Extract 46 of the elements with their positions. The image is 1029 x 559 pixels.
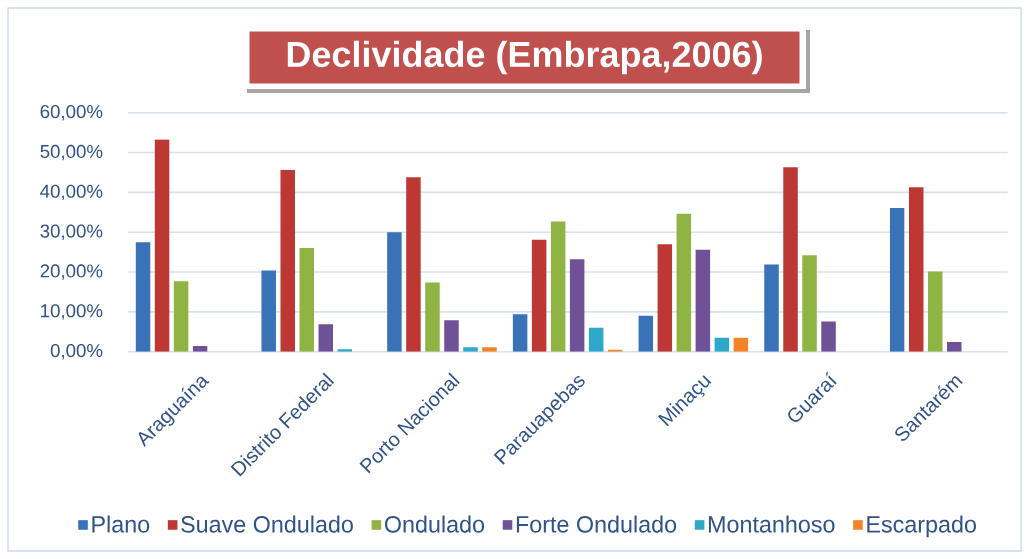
- bar: [733, 337, 749, 352]
- bar: [908, 187, 924, 352]
- bar: [638, 315, 654, 352]
- bar: [154, 139, 170, 352]
- legend-label: Montanhoso: [708, 515, 835, 533]
- bar: [444, 320, 459, 352]
- legend-label: Escarpado: [867, 515, 976, 538]
- bar: [425, 282, 440, 352]
- chart-title: Declividade (Embrapa,2006): [287, 40, 762, 75]
- bar: [783, 167, 798, 352]
- legend-label: Forte Ondulado: [516, 515, 677, 533]
- legend-label: Ondulado: [384, 515, 485, 533]
- bar: [588, 327, 604, 352]
- bar: [802, 255, 817, 352]
- y-tick-label: 40,00%: [40, 184, 103, 201]
- bar: [569, 259, 585, 352]
- bar: [676, 213, 692, 352]
- bar: [299, 248, 314, 352]
- bar: [406, 177, 421, 352]
- bar: [695, 249, 711, 352]
- y-tick-label: 20,00%: [40, 264, 103, 280]
- bar: [261, 270, 276, 352]
- y-tick-label: 50,00%: [40, 144, 103, 161]
- y-tick-label: 60,00%: [40, 104, 103, 121]
- legend-label: Suave Ondulado: [181, 515, 353, 533]
- bar: [764, 264, 779, 352]
- bar: [821, 321, 836, 352]
- bar: [889, 207, 905, 352]
- bar: [657, 244, 673, 352]
- bar: [531, 239, 547, 352]
- bar: [173, 281, 189, 352]
- bar: [280, 170, 295, 352]
- y-tick-label: 0,00%: [50, 343, 103, 360]
- bar: [512, 314, 528, 352]
- bar: [714, 337, 730, 352]
- legend-label: Plano: [92, 515, 150, 533]
- bar: [947, 342, 962, 352]
- y-tick-label: 30,00%: [40, 224, 103, 240]
- bar: [550, 221, 566, 352]
- bar: [927, 271, 943, 352]
- y-tick-label: 10,00%: [41, 304, 103, 320]
- bar: [135, 242, 151, 352]
- bar: [482, 347, 497, 352]
- bar: [387, 232, 402, 352]
- bar: [318, 324, 334, 352]
- bar: [463, 347, 478, 352]
